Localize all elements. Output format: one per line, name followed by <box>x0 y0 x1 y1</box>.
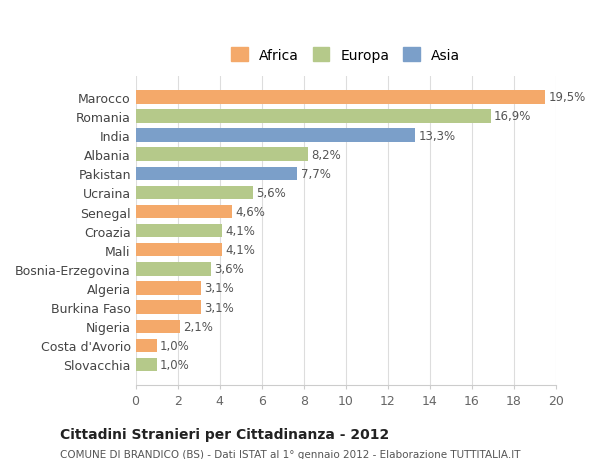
Bar <box>136 148 308 162</box>
Text: 7,7%: 7,7% <box>301 168 331 180</box>
Bar <box>136 263 211 276</box>
Text: 3,1%: 3,1% <box>204 282 233 295</box>
Text: 16,9%: 16,9% <box>494 110 531 123</box>
Text: 1,0%: 1,0% <box>160 358 190 371</box>
Text: 2,1%: 2,1% <box>183 320 213 333</box>
Bar <box>136 91 545 104</box>
Bar <box>136 110 491 123</box>
Text: Cittadini Stranieri per Cittadinanza - 2012: Cittadini Stranieri per Cittadinanza - 2… <box>60 427 389 441</box>
Text: 3,1%: 3,1% <box>204 301 233 314</box>
Bar <box>136 320 180 333</box>
Bar <box>136 186 253 200</box>
Text: 4,6%: 4,6% <box>235 206 265 218</box>
Bar <box>136 282 201 295</box>
Bar <box>136 244 222 257</box>
Bar <box>136 301 201 314</box>
Text: 4,1%: 4,1% <box>225 224 255 238</box>
Text: 13,3%: 13,3% <box>418 129 455 142</box>
Bar <box>136 205 232 219</box>
Bar <box>136 224 222 238</box>
Text: COMUNE DI BRANDICO (BS) - Dati ISTAT al 1° gennaio 2012 - Elaborazione TUTTITALI: COMUNE DI BRANDICO (BS) - Dati ISTAT al … <box>60 449 521 459</box>
Bar <box>136 339 157 352</box>
Bar <box>136 358 157 371</box>
Text: 19,5%: 19,5% <box>548 91 586 104</box>
Text: 5,6%: 5,6% <box>256 186 286 200</box>
Legend: Africa, Europa, Asia: Africa, Europa, Asia <box>227 44 464 67</box>
Text: 1,0%: 1,0% <box>160 339 190 352</box>
Bar <box>136 129 415 142</box>
Bar <box>136 167 298 180</box>
Text: 4,1%: 4,1% <box>225 244 255 257</box>
Text: 8,2%: 8,2% <box>311 148 341 161</box>
Text: 3,6%: 3,6% <box>214 263 244 276</box>
